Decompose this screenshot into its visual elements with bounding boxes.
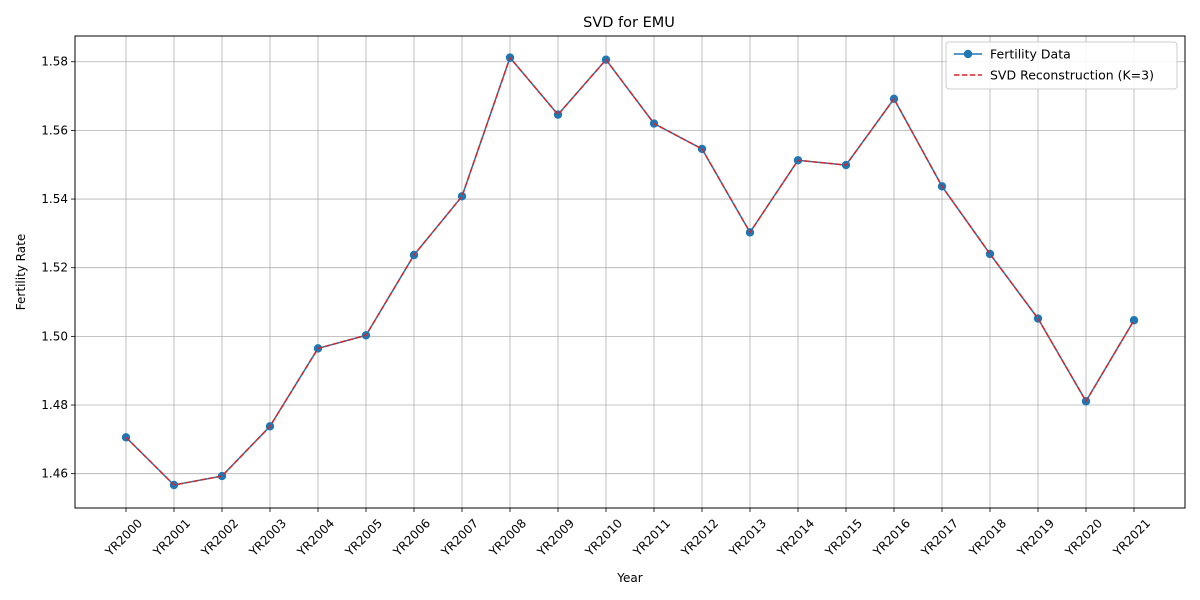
grid <box>75 36 1185 508</box>
x-tick-label: YR2007 <box>438 516 481 559</box>
x-tick-label: YR2020 <box>1062 516 1105 559</box>
series-line-svd-reconstruction <box>125 56 1135 486</box>
x-tick-label: YR2005 <box>342 516 385 559</box>
series-layer <box>121 53 1139 490</box>
y-tick-label: 1.58 <box>41 55 68 69</box>
x-tick-label: YR2018 <box>966 516 1009 559</box>
x-tick-label: YR2013 <box>726 516 769 559</box>
x-axis: YR2000 YR2001 YR2002 YR2003 YR2004 YR2005 YR20… <box>102 508 1153 560</box>
x-tick-label: YR2021 <box>1110 516 1153 559</box>
y-tick-label: 1.48 <box>41 398 68 412</box>
y-tick-label: 1.56 <box>41 123 68 137</box>
x-tick-label: YR2017 <box>918 516 961 559</box>
chart-title: SVD for EMU <box>583 15 675 31</box>
x-tick-label: YR2002 <box>198 516 241 559</box>
legend: Fertility Data SVD Reconstruction (K=3) <box>945 41 1178 90</box>
legend-box <box>945 41 1178 90</box>
series-line-fertility-data <box>125 56 1135 486</box>
plot-frame <box>74 35 1186 509</box>
x-tick-label: YR2012 <box>678 516 721 559</box>
x-tick-label: YR2004 <box>294 516 337 559</box>
x-tick-label: YR2010 <box>582 516 625 559</box>
legend-marker <box>963 49 973 59</box>
x-tick-label: YR2009 <box>534 516 577 559</box>
legend-label: Fertility Data <box>990 47 1071 62</box>
x-tick-label: YR2011 <box>630 516 673 559</box>
y-tick-label: 1.52 <box>41 261 68 275</box>
x-tick-label: YR2019 <box>1014 516 1057 559</box>
y-tick-label: 1.50 <box>41 329 68 343</box>
x-axis-label: Year <box>616 571 642 585</box>
y-tick-label: 1.46 <box>41 467 68 481</box>
x-tick-label: YR2003 <box>246 516 289 559</box>
x-tick-label: YR2008 <box>486 516 529 559</box>
data-point <box>1129 316 1139 325</box>
y-tick-label: 1.54 <box>41 192 68 206</box>
x-tick-label: YR2000 <box>102 516 145 559</box>
y-axis: 1.46 1.48 1.50 1.52 1.54 1.56 1.58 <box>41 55 75 481</box>
x-tick-label: YR2015 <box>822 516 865 559</box>
x-tick-label: YR2016 <box>870 516 913 559</box>
x-tick-label: YR2001 <box>150 516 193 559</box>
y-axis-label: Fertility Rate <box>14 234 28 310</box>
x-tick-label: YR2014 <box>774 516 817 559</box>
x-tick-label: YR2006 <box>390 516 433 559</box>
legend-label: SVD Reconstruction (K=3) <box>990 68 1154 83</box>
